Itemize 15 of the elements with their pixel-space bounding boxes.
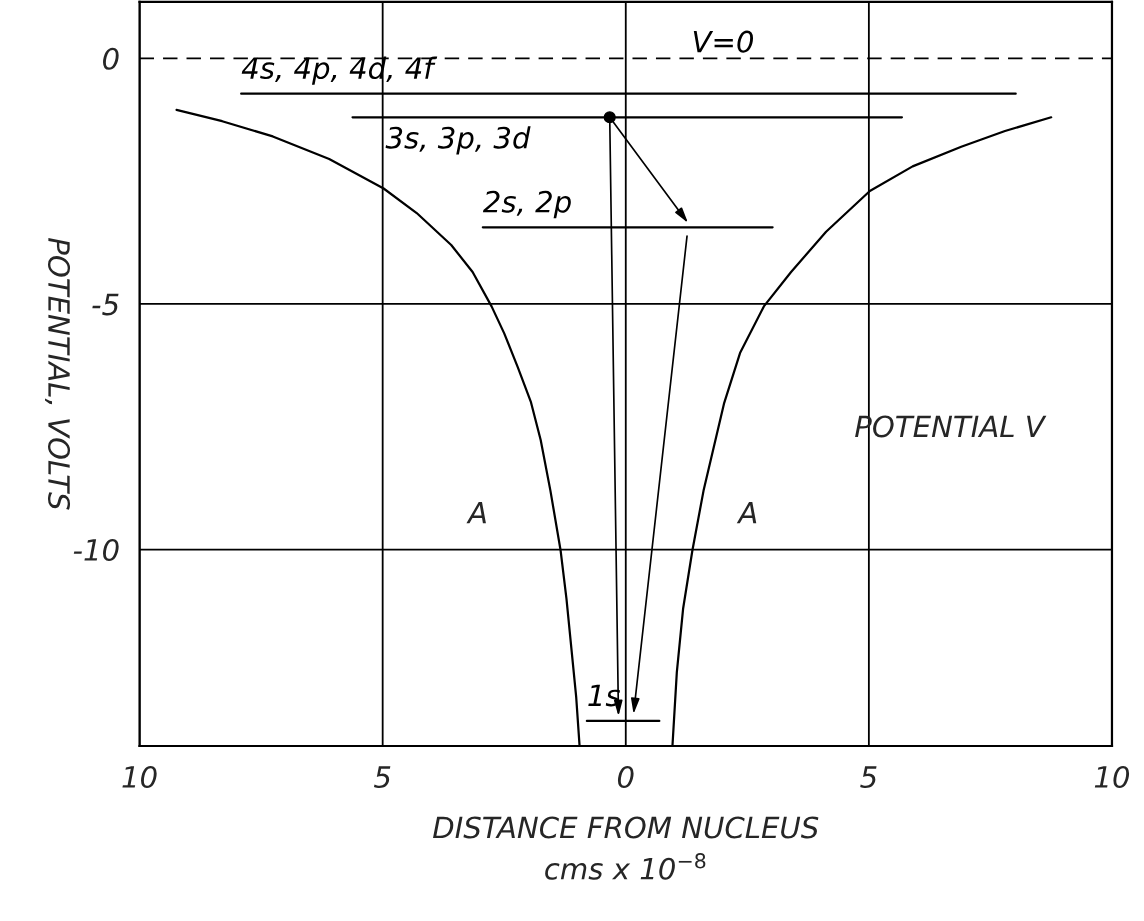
x-axis-title: DISTANCE FROM NUCLEUS cms x 10$^{−8}$	[433, 816, 819, 880]
annotation: A	[466, 502, 486, 524]
x-tick-label: 0	[617, 765, 634, 789]
x-tick-label: 10	[122, 765, 157, 789]
y-tick-label: -5	[92, 293, 119, 316]
y-tick-label: 0	[103, 47, 119, 70]
y-axis-title: POTENTIAL, VOLTS	[45, 238, 71, 510]
series-label: 2s, 2p	[482, 190, 571, 219]
series-label: 3s, 3p, 3d	[385, 126, 531, 155]
ref-line-label: V=0	[693, 30, 754, 53]
y-tick-label: -10	[73, 538, 119, 562]
annotation: A	[736, 502, 757, 524]
x-tick-label: 10	[1094, 765, 1130, 789]
x-tick-label: 5	[373, 766, 391, 789]
x-tick-label: 5	[860, 766, 877, 789]
